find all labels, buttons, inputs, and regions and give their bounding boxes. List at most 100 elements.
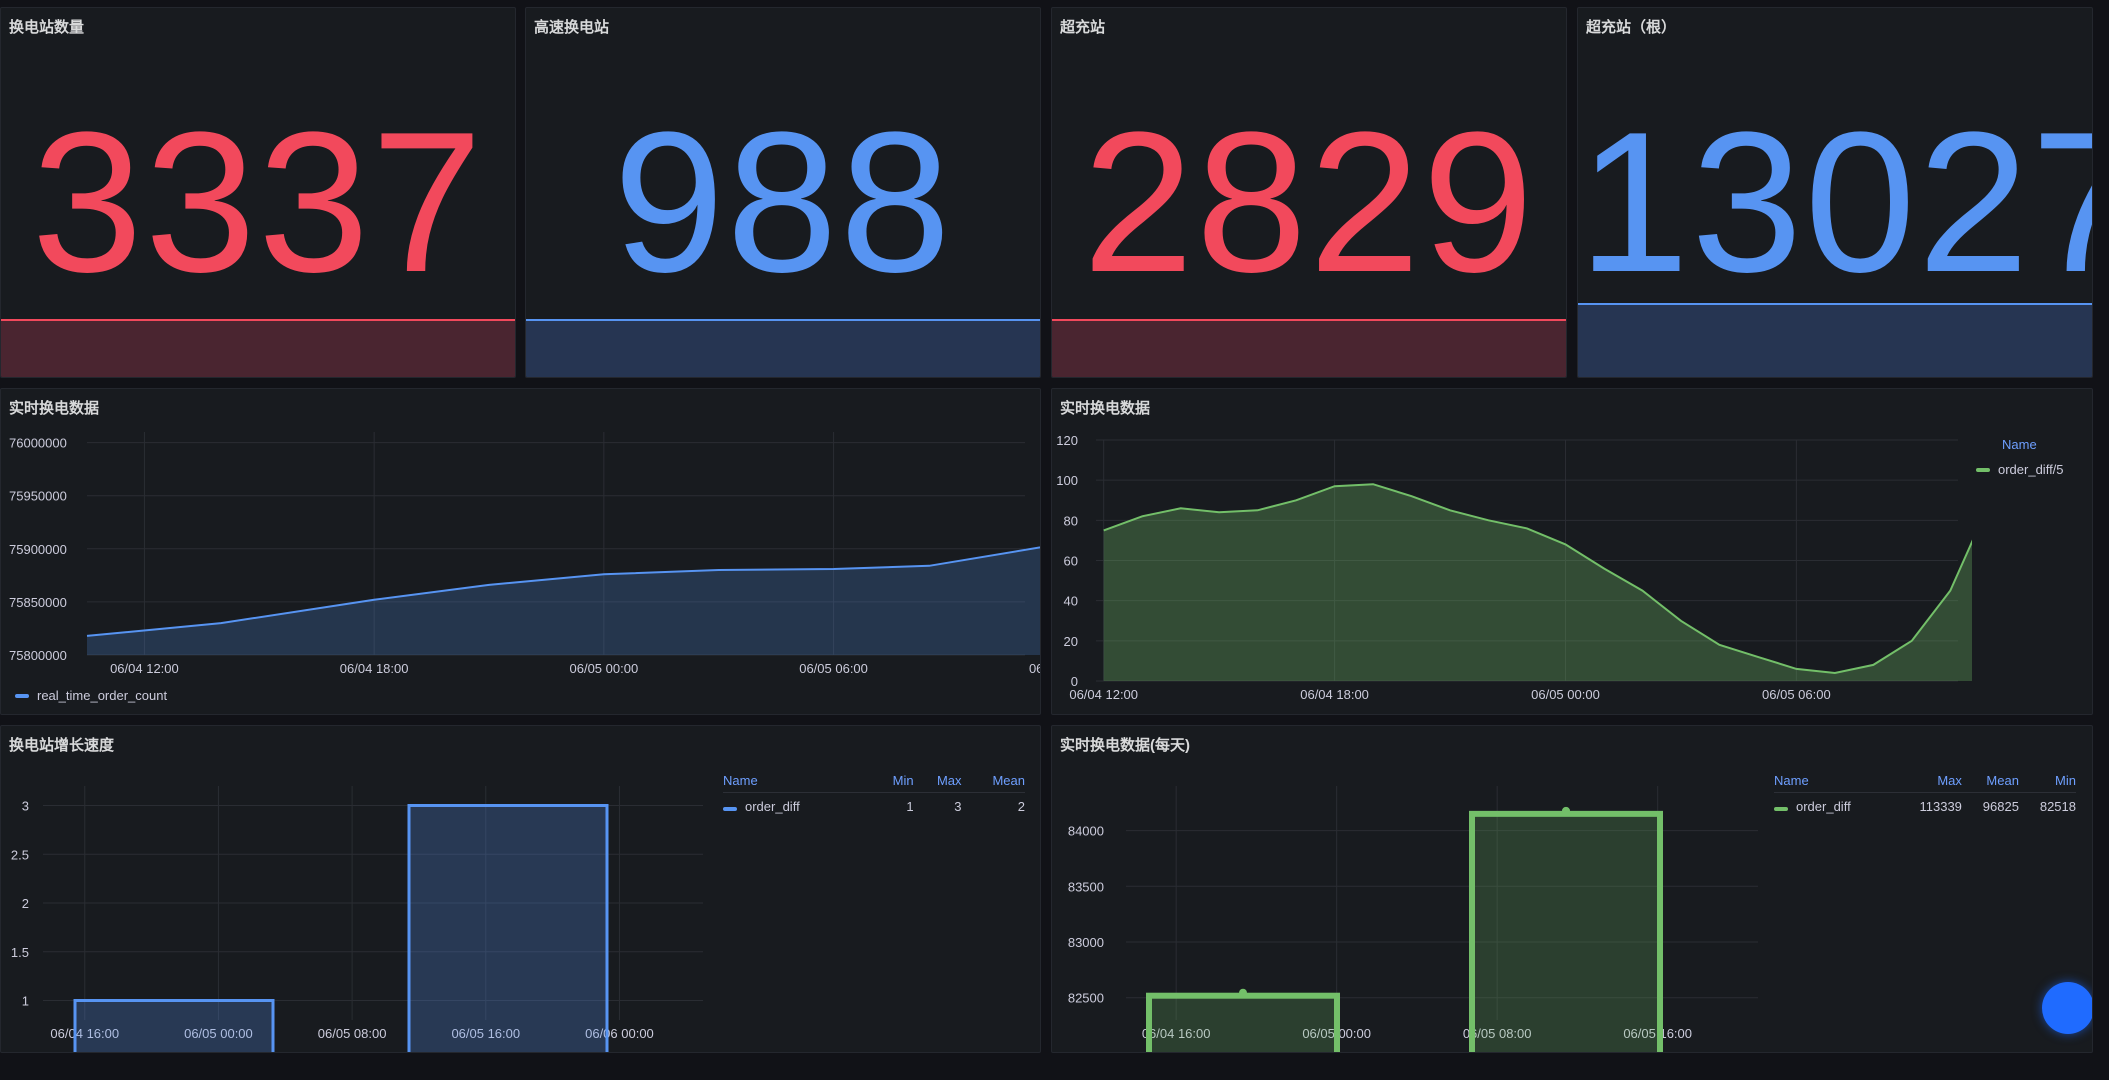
panel-growth[interactable]: 换电站增长速度 1 1.5 2 2.5 3 06/04 16:00 06/05 00:00 0… [0, 725, 1041, 1053]
legend-table: Name Min Max Mean order_diff 1 3 2 [723, 769, 1025, 820]
legend-min: 1 [906, 799, 914, 814]
panel-title: 换电站数量 [9, 19, 85, 36]
legend-mean: 2 [1017, 799, 1025, 814]
panel-title: 实时换电数据 [9, 400, 100, 417]
y-tick-label: 2 [22, 896, 29, 911]
bar [73, 999, 275, 1052]
y-tick-label: 76000000 [9, 436, 67, 451]
stat-value: 988 [613, 91, 953, 314]
bar [407, 804, 609, 1052]
y-tick-label: 82500 [1068, 991, 1104, 1006]
growth-chart[interactable]: 1 1.5 2 2.5 3 06/04 16:00 06/05 00:00 06/05 08:… [1, 726, 716, 1053]
panel-title: 超充站（根） [1586, 19, 1677, 36]
y-tick-label: 100 [1056, 473, 1078, 488]
series-line [86, 546, 1040, 637]
x-tick-label: 06/04 18:00 [1300, 687, 1369, 702]
x-tick-label: 06/04 12:00 [110, 661, 179, 676]
stat-panel-supercharge-stations[interactable]: 超充站 2829 [1051, 7, 1567, 378]
stat-value: 3337 [31, 91, 485, 314]
legend-swatch [15, 693, 29, 698]
bar-point [1239, 988, 1247, 997]
legend-table: Name Max Mean Min order_diff 113339 9682… [1774, 769, 2076, 820]
legend-row[interactable]: order_diff 1 3 2 [723, 793, 1025, 821]
x-tick-label: 06/05 06:00 [1762, 687, 1831, 702]
bar [1146, 992, 1340, 1052]
panel-realtime-total[interactable]: 实时换电数据 75800000 75850000 75900000 75950000 7… [0, 388, 1041, 715]
panel-title: 高速换电站 [534, 19, 610, 36]
legend-col-max[interactable]: Max [1894, 769, 1962, 793]
x-tick-label: 06/04 12:00 [1069, 687, 1138, 702]
panel-title: 换电站增长速度 [9, 737, 115, 754]
y-tick-label: 75850000 [9, 595, 67, 610]
legend-row[interactable]: order_diff 113339 96825 82518 [1774, 793, 2076, 821]
x-tick-label: 06/05 08:00 [318, 1026, 387, 1041]
panel-daily[interactable]: 实时换电数据(每天) 82500 83000 83500 84000 06/04 16:… [1051, 725, 2093, 1053]
y-tick-label: 75900000 [9, 542, 67, 557]
y-tick-label: 3 [22, 799, 29, 814]
x-tick-label: 06/05 12:00 [1029, 661, 1041, 676]
panel-title: 实时换电数据(每天) [1060, 737, 1190, 754]
legend-series: order_diff [723, 793, 873, 821]
stat-value: 2829 [1082, 91, 1536, 314]
legend-mean: 96825 [1982, 799, 2019, 814]
series-area [87, 547, 1040, 655]
legend-header: Name [2002, 437, 2037, 452]
x-tick-label: 06/05 08:00 [1463, 1026, 1532, 1041]
legend-label: order_diff/5 [1998, 462, 2064, 477]
legend-col-max[interactable]: Max [913, 769, 962, 793]
x-tick-label: 06/05 00:00 [1531, 687, 1600, 702]
legend-col-min[interactable]: Min [2018, 769, 2076, 793]
legend-label: order_diff [745, 799, 800, 814]
legend-col-name[interactable]: Name [1774, 769, 1895, 793]
bar-point [1562, 806, 1570, 815]
legend-swatch [723, 807, 737, 811]
y-tick-label: 40 [1064, 594, 1078, 609]
legend-swatch [1976, 467, 1990, 472]
y-tick-label: 83000 [1068, 935, 1104, 950]
x-tick-label: 06/05 06:00 [799, 661, 868, 676]
x-tick-label: 06/04 18:00 [340, 661, 409, 676]
stat-panel-swap-stations[interactable]: 换电站数量 3337 [0, 7, 516, 378]
y-tick-label: 0 [1071, 674, 1078, 689]
x-tick-label: 06/05 00:00 [570, 661, 639, 676]
legend-item[interactable]: order_diff/5 [1976, 462, 2064, 477]
stat-sparkline-area [1578, 303, 2092, 377]
y-tick-label: 80 [1064, 513, 1078, 528]
legend-col-mean[interactable]: Mean [1961, 769, 2019, 793]
panel-title: 超充站 [1060, 19, 1106, 36]
y-tick-label: 120 [1056, 433, 1078, 448]
stat-value: 13027 [1578, 91, 2093, 314]
stat-sparkline-area [1, 319, 515, 377]
series-area [1103, 484, 1972, 681]
y-tick-label: 1 [22, 994, 29, 1009]
y-tick-label: 20 [1064, 634, 1078, 649]
stat-sparkline-area [1052, 319, 1566, 377]
y-tick-label: 75800000 [9, 648, 67, 663]
stat-sparkline-area [526, 319, 1040, 377]
legend-min: 82518 [2039, 799, 2076, 814]
bar [1469, 810, 1663, 1052]
legend-label: order_diff [1796, 799, 1851, 814]
panel-realtime-diff[interactable]: 实时换电数据 0 20 40 60 80 100 120 06/04 12:00 06/04 1… [1051, 388, 2093, 715]
y-tick-label: 2.5 [11, 847, 29, 862]
realtime-diff-chart[interactable]: 0 20 40 60 80 100 120 06/04 12:00 06/04 18:00 06/… [1052, 389, 1972, 715]
series-line [1103, 483, 1972, 675]
x-tick-label: 06/04 16:00 [1142, 1026, 1211, 1041]
legend-item[interactable]: real_time_order_count [15, 688, 167, 703]
legend-swatch [1774, 807, 1788, 811]
legend-max: 3 [954, 799, 962, 814]
legend-col-mean[interactable]: Mean [961, 769, 1025, 793]
help-chat-button[interactable] [2042, 982, 2092, 1034]
y-tick-label: 83500 [1068, 879, 1104, 894]
legend-label: real_time_order_count [37, 688, 168, 703]
legend-max: 113339 [1919, 799, 1962, 814]
stat-panel-supercharge-piles[interactable]: 超充站（根） 13027 [1577, 7, 2093, 378]
x-tick-label: 06/04 16:00 [50, 1026, 119, 1041]
legend-col-min[interactable]: Min [872, 769, 914, 793]
legend-col-name[interactable]: Name [723, 769, 873, 793]
realtime-total-chart[interactable]: 75800000 75850000 75900000 75950000 76000000… [1, 419, 1041, 709]
x-tick-label: 06/05 00:00 [184, 1026, 253, 1041]
stat-panel-highway-stations[interactable]: 高速换电站 988 [525, 7, 1041, 378]
legend-series: order_diff [1774, 793, 1895, 821]
